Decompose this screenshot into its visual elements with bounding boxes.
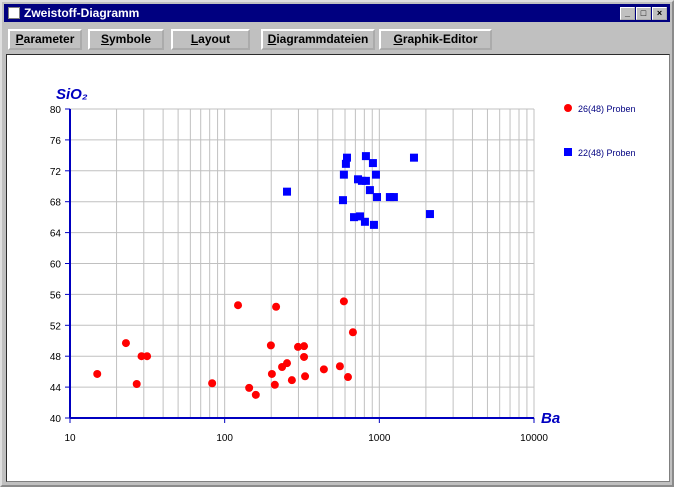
data-point [208,379,217,388]
y-tick-label: 40 [50,414,62,425]
y-tick-label: 68 [50,198,62,209]
data-point [348,328,357,337]
data-point [234,301,243,310]
data-point [300,352,309,361]
button-label: Layout [190,32,231,46]
y-tick-label: 44 [50,383,62,394]
data-point [385,193,394,202]
data-point [341,159,350,168]
toolbar-button[interactable]: Parameter [8,29,82,50]
data-point [365,186,374,195]
data-point [343,373,352,382]
data-point [356,212,365,221]
data-point [300,342,309,351]
data-point [425,210,434,219]
legend-label: 26(48) Proben [578,104,636,114]
button-label: Parameter [15,32,75,46]
data-point [270,380,279,389]
toolbar-button[interactable]: Graphik-Editor [379,29,492,50]
data-point [93,369,102,378]
x-tick-label: 100 [216,433,233,444]
y-tick-label: 80 [50,105,62,116]
window-icon [8,7,20,19]
x-tick-label: 10 [64,433,76,444]
y-tick-label: 76 [50,136,62,147]
data-point [389,193,398,202]
button-label: Symbole [100,32,152,46]
data-point [287,376,296,385]
data-point [301,372,310,381]
data-point [338,196,347,205]
toolbar-button[interactable]: Layout [171,29,250,50]
data-point [137,352,146,361]
data-point [121,339,130,348]
data-point [266,341,275,350]
data-point [143,352,152,361]
data-point [245,383,254,392]
legend-marker [564,148,572,156]
y-tick-label: 64 [50,229,62,240]
data-point [294,342,303,351]
close-button[interactable]: × [652,7,667,20]
data-point [369,220,378,229]
data-point [373,193,382,202]
data-point [343,153,352,162]
data-point [335,362,344,371]
y-tick-label: 52 [50,321,62,332]
data-point [350,213,359,222]
data-point [283,359,292,368]
data-point [319,365,328,374]
data-point [132,380,141,389]
y-axis-label: SiO₂ [56,86,88,103]
data-point [368,159,377,168]
legend-label: 22(48) Proben [578,148,636,158]
data-point [272,302,281,311]
y-tick-label: 48 [50,352,62,363]
data-point [251,390,260,399]
window-title: Zweistoff-Diagramm [24,6,140,20]
data-point [339,170,348,179]
toolbar-button[interactable]: Symbole [88,29,164,50]
y-tick-label: 60 [50,260,62,271]
data-point [267,369,276,378]
data-point [371,170,380,179]
button-label: Graphik-Editor [393,32,478,46]
data-point [283,187,292,196]
button-label: Diagrammdateien [267,32,369,46]
y-tick-label: 56 [50,290,62,301]
x-axis-label: Ba [541,410,560,427]
minimize-button[interactable]: _ [620,7,635,20]
maximize-button[interactable]: □ [636,7,651,20]
data-point [361,152,370,161]
legend-marker [564,104,572,112]
x-tick-label: 1000 [368,433,391,444]
data-point [361,176,370,185]
data-point [409,153,418,162]
title-bar: Zweistoff-Diagramm _ □ × [4,4,670,22]
y-tick-label: 72 [50,167,62,178]
x-tick-label: 10000 [520,433,548,444]
data-point [339,297,348,306]
toolbar-button[interactable]: Diagrammdateien [261,29,375,50]
data-point [360,217,369,226]
